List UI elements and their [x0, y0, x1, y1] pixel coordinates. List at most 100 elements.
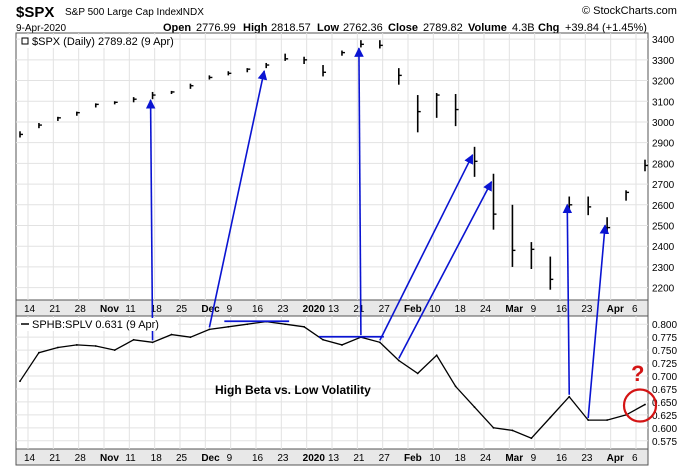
ratio-legend-bg	[20, 318, 178, 331]
ratio-point	[227, 325, 230, 328]
ratio-point	[75, 344, 78, 346]
ratio-y-axis: 0.575 0.600 0.625 0.650 0.675 0.700 0.725 0.750…	[652, 320, 677, 448]
x-axis-label-bottom: Apr	[607, 453, 624, 464]
x-axis-label-top: 11	[125, 304, 136, 315]
highlight-circle	[622, 388, 658, 423]
low-label: Low	[317, 22, 339, 34]
low-value: 2762.36	[343, 22, 383, 34]
x-axis-label-bottom: 9	[531, 453, 537, 464]
x-axis-label-top: Dec	[201, 304, 220, 315]
price-y-tick-label: 2800	[652, 159, 675, 170]
price-y-tick-label: 3300	[652, 56, 675, 67]
ratio-annotation: High Beta vs. Low Volatility	[215, 383, 371, 397]
ratio-y-tick-label: 0.750	[652, 346, 677, 357]
ratio-y-tick-label: 0.700	[652, 372, 677, 383]
price-y-tick-label: 3200	[652, 77, 675, 88]
price-y-tick-label: 3000	[652, 118, 675, 129]
price-y-tick-label: 2200	[652, 284, 675, 295]
x-axis-label-bottom: 14	[24, 453, 36, 464]
watermark: © StockCharts.com	[582, 5, 677, 17]
x-axis-label-bottom: 28	[75, 453, 87, 464]
price-y-axis: 2200 2300 2400 2500 2600 2700 2800 2900 3000 3100…	[652, 35, 675, 295]
ratio-point	[644, 403, 646, 406]
ratio-point	[322, 338, 324, 341]
ratio-point	[56, 346, 59, 349]
x-axis-label-top: 6	[632, 304, 638, 315]
ratio-y-tick-label: 0.775	[652, 333, 677, 344]
ratio-point	[416, 372, 419, 375]
price-y-tick-label: 3400	[652, 35, 675, 46]
ratio-y-tick-label: 0.625	[652, 411, 677, 422]
x-axis-label-top: Nov	[100, 304, 119, 315]
x-axis-label-top: 10	[429, 304, 441, 315]
gridlines	[16, 33, 648, 449]
ratio-point	[454, 385, 457, 388]
x-axis-label-top: 23	[581, 304, 593, 315]
chg-value: +39.84 (+1.45%)	[565, 22, 647, 34]
x-axis-label-bottom: 24	[480, 453, 492, 464]
annotation-arrow	[354, 47, 364, 336]
x-axis-label-top: 18	[455, 304, 467, 315]
x-axis-label-top: 23	[277, 304, 289, 315]
ratio-point	[38, 351, 40, 354]
x-axis-label-bottom: 6	[632, 453, 638, 464]
ratio-legend: SPHB:SPLV 0.631 (9 Apr)	[32, 319, 159, 331]
ratio-point	[284, 323, 287, 326]
x-axis-label-top: 9	[531, 304, 537, 315]
close-label: Close	[388, 22, 418, 34]
x-axis-label-bottom: 16	[556, 453, 568, 464]
x-axis-label-top: 14	[24, 304, 36, 315]
x-axis-label-top: 9	[227, 304, 233, 315]
ratio-y-tick-label: 0.600	[652, 424, 677, 435]
ratio-point	[303, 325, 305, 328]
price-ohlc-bars	[19, 40, 648, 290]
annotation-arrow	[587, 224, 610, 419]
x-axis-label-top: Apr	[607, 304, 624, 315]
symbol-title: $SPX	[16, 4, 54, 21]
chg-label: Chg	[538, 22, 559, 34]
x-axis-label-top: 16	[252, 304, 264, 315]
annotation-arrow	[562, 203, 573, 395]
ratio-point	[530, 437, 533, 440]
ratio-point	[473, 406, 476, 409]
annotation-arrow	[145, 98, 156, 341]
ratio-point	[246, 323, 249, 326]
price-legend: $SPX (Daily) 2789.82 (9 Apr)	[32, 36, 174, 48]
price-y-tick-label: 2600	[652, 201, 675, 212]
price-y-tick-label: 2400	[652, 242, 675, 253]
question-mark: ?	[631, 361, 644, 386]
volume-value: 4.3B	[512, 22, 535, 34]
ratio-point	[341, 344, 343, 346]
close-value: 2789.82	[423, 22, 463, 34]
x-axis-label-top: 21	[353, 304, 365, 315]
price-y-tick-label: 2300	[652, 263, 675, 274]
ratio-series	[19, 320, 646, 440]
ratio-point	[549, 416, 552, 419]
x-axis-label-top: 16	[556, 304, 568, 315]
ratio-point	[170, 333, 173, 336]
ratio-point	[113, 349, 116, 352]
x-axis-label-bottom: 21	[353, 453, 365, 464]
ratio-line	[19, 320, 646, 439]
ratio-point	[511, 429, 514, 432]
x-axis-label-top: 18	[151, 304, 163, 315]
quote-date: 9-Apr-2020	[16, 23, 66, 34]
ratio-point	[208, 328, 211, 331]
x-axis-label-bottom: Feb	[404, 453, 422, 464]
ratio-y-tick-label: 0.725	[652, 359, 677, 370]
ratio-point	[492, 426, 495, 429]
ratio-point	[435, 354, 438, 357]
price-y-tick-label: 2500	[652, 222, 675, 233]
x-axis-label-bottom: 27	[379, 453, 391, 464]
x-axis-label-top: 27	[379, 304, 391, 315]
price-legend-bg	[20, 35, 172, 48]
ratio-point	[378, 341, 381, 344]
x-axis-label-bottom: 2020	[303, 453, 326, 464]
price-y-tick-label: 2900	[652, 139, 675, 150]
x-axis-label-top: Feb	[404, 304, 422, 315]
open-value: 2776.99	[196, 22, 236, 34]
ratio-point	[568, 395, 571, 398]
x-axis-label-top: 25	[176, 304, 188, 315]
